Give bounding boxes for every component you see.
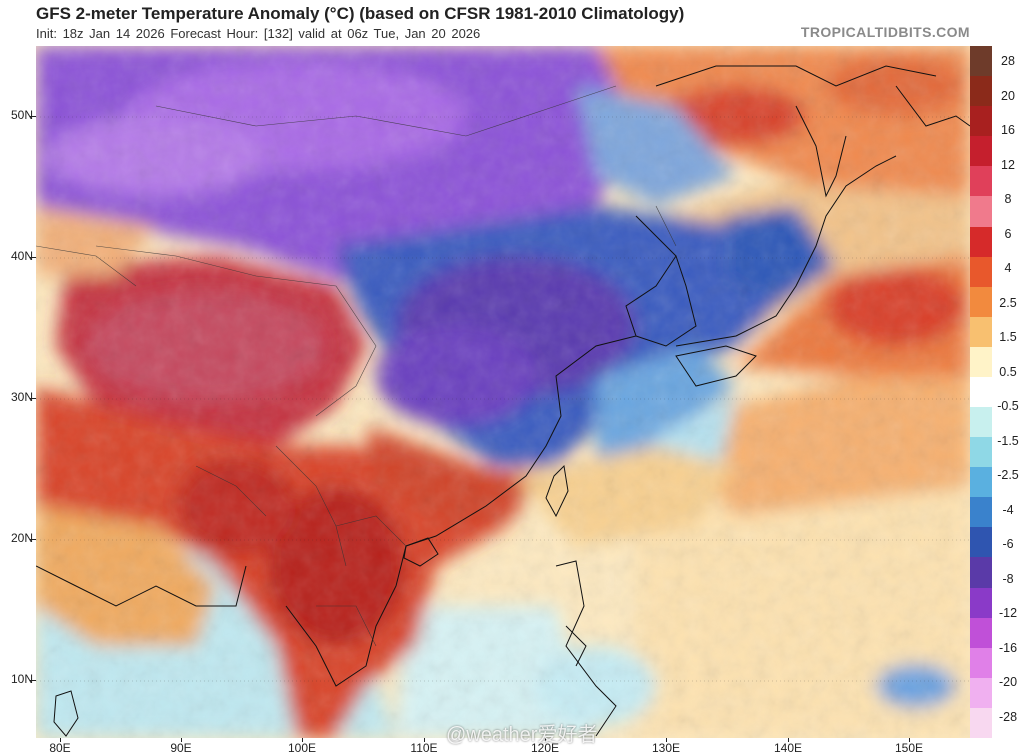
lat-tick [30, 116, 36, 117]
lon-label-150e: 150E [894, 741, 924, 755]
border-lines [36, 85, 677, 647]
colorbar-label: -6 [1002, 537, 1014, 552]
colorbar-label: -1.5 [997, 433, 1019, 448]
lon-tick [60, 738, 61, 742]
lat-tick [30, 539, 36, 540]
weibo-watermark: @weather爱好者 [446, 724, 598, 746]
colorbar-segment [970, 497, 992, 528]
colorbar-label: 12 [1001, 157, 1015, 172]
colorbar-segment [970, 346, 992, 378]
colorbar-segment [970, 286, 992, 318]
site-watermark: TROPICALTIDBITS.COM [800, 24, 970, 40]
lon-tick [181, 738, 182, 742]
colorbar-segment [970, 407, 992, 438]
colorbar-label: -28 [998, 710, 1018, 724]
colorbar-segment [970, 677, 992, 709]
colorbar-label: 8 [1004, 192, 1012, 207]
map-subtitle: Init: 18z Jan 14 2026 Forecast Hour: [13… [36, 26, 481, 41]
colorbar-segment [970, 617, 992, 649]
colorbar-segment [970, 647, 992, 679]
lon-tick [909, 738, 910, 742]
colorbar-segment [970, 557, 992, 589]
lon-label-120e: 120E [530, 741, 560, 755]
colorbar-segment [970, 166, 992, 197]
lat-tick [30, 680, 36, 681]
colorbar-label: -12 [998, 606, 1018, 621]
lon-label-90e: 90E [170, 741, 192, 755]
colorbar-label: 0.5 [999, 364, 1017, 379]
lat-label-20n: 20N [10, 531, 33, 545]
colorbar-segment [970, 256, 992, 288]
colorbar-segment [970, 136, 992, 167]
lon-tick [424, 738, 425, 742]
lat-label-30n: 30N [10, 390, 33, 404]
colorbar-label: 4 [1004, 261, 1012, 276]
colorbar-label: 2.5 [999, 295, 1017, 310]
colorbar-label: -2.5 [997, 468, 1019, 483]
texture-overlay [36, 46, 970, 738]
colorbar-label: 20 [1001, 88, 1015, 103]
lon-tick [788, 738, 789, 742]
colorbar-segment [970, 527, 992, 558]
colorbar-label: 1.5 [999, 330, 1017, 345]
lat-label-10n: 10N [10, 672, 33, 686]
lon-label-110e: 110E [410, 741, 438, 755]
colorbar-segment [970, 46, 992, 77]
colorbar-segment [970, 587, 992, 619]
map-field-svg [36, 46, 970, 738]
lon-tick [666, 738, 667, 742]
colorbar-segment [970, 196, 992, 227]
colorbar-label: -0.5 [997, 399, 1019, 414]
colorbar-segment [970, 707, 992, 739]
lon-label-100e: 100E [287, 741, 317, 755]
colorbar-segment [970, 226, 992, 258]
colorbar-segment [970, 106, 992, 137]
colorbar-label: 28 [1001, 54, 1015, 68]
colorbar-segment [970, 376, 992, 408]
lat-tick [30, 257, 36, 258]
colorbar-segment [970, 316, 992, 348]
lon-label-130e: 130E [651, 741, 681, 755]
lon-tick [545, 738, 546, 742]
lon-tick [302, 738, 303, 742]
lat-label-40n: 40N [10, 249, 33, 263]
colorbar [970, 46, 992, 739]
colorbar-label: 6 [1004, 226, 1012, 241]
colorbar-label: -4 [1002, 502, 1014, 517]
lat-tick [30, 398, 36, 399]
colorbar-segment [970, 76, 992, 107]
colorbar-label: 16 [1001, 123, 1015, 138]
colorbar-label: -16 [998, 640, 1018, 655]
lon-label-140e: 140E [773, 741, 803, 755]
lon-label-80e: 80E [49, 741, 71, 755]
colorbar-label: -20 [998, 675, 1018, 690]
coastline-lines [36, 65, 970, 737]
map-title: GFS 2-meter Temperature Anomaly (°C) (ba… [36, 4, 685, 23]
temperature-anomaly-map [36, 46, 970, 738]
colorbar-label: -8 [1002, 571, 1014, 586]
colorbar-segment [970, 437, 992, 468]
lat-label-50n: 50N [10, 108, 33, 122]
colorbar-segment [970, 467, 992, 498]
